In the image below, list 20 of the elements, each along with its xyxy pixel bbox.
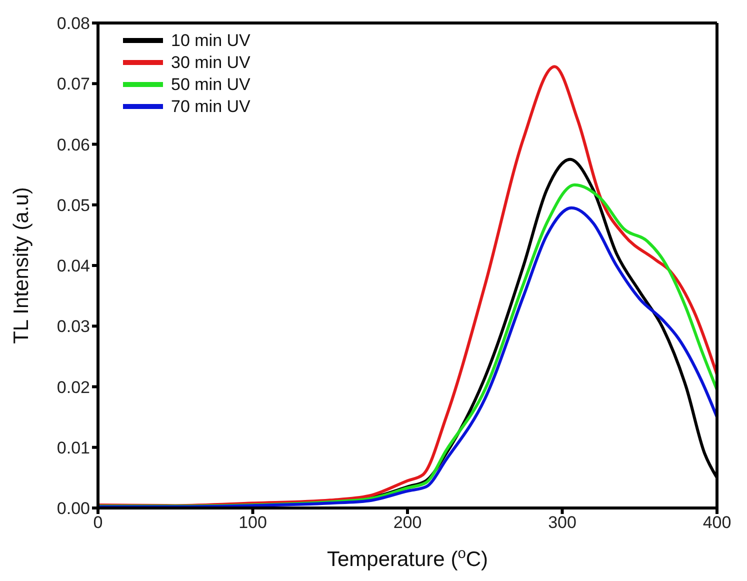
legend-label: 30 min UV: [171, 53, 250, 73]
y-axis-title: TL Intensity (a.u): [10, 187, 33, 344]
y-tick-label: 0.07: [56, 74, 90, 94]
y-tick-label: 0.06: [56, 135, 90, 154]
x-tick-label: 300: [548, 513, 576, 532]
x-tick-label: 200: [393, 513, 422, 532]
legend-label: 70 min UV: [171, 97, 250, 117]
x-tick-label: 400: [702, 513, 732, 532]
x-axis-title: Temperature ($^{o}$C): [326, 546, 488, 571]
y-tick-label: 0.04: [56, 256, 90, 276]
y-tick-label: 0.01: [56, 438, 90, 458]
legend-label: 50 min UV: [171, 75, 250, 95]
x-tick-label: 100: [238, 513, 267, 532]
y-tick-label: 0.00: [56, 499, 90, 518]
y-tick-label: 0.03: [56, 317, 90, 336]
x-tick-label: 0: [93, 513, 103, 532]
y-tick-label: 0.08: [56, 14, 90, 34]
legend-label: 10 min UV: [171, 31, 250, 51]
y-tick-label: 0.05: [56, 196, 90, 215]
y-tick-label: 0.02: [56, 378, 90, 397]
